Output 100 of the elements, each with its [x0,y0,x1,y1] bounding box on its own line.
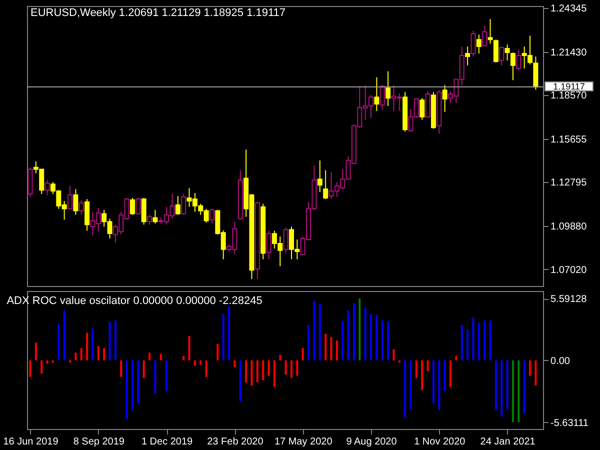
bar [404,360,406,418]
bar [284,360,287,375]
x-tick-label: 23 Feb 2020 [207,436,264,448]
bar [142,360,145,378]
bar [376,315,378,360]
bar [268,360,270,376]
candlestick [78,199,84,216]
bar [92,328,94,360]
x-tick-label: 8 Sep 2019 [73,436,125,448]
bar [86,332,88,360]
bar [308,325,310,360]
bar [114,320,116,360]
bar [330,337,332,360]
candlestick [84,198,90,232]
x-tick-label: 24 Jan 2021 [480,436,536,448]
x-tick-label: 9 Aug 2020 [346,436,398,448]
bar [40,360,43,374]
bar [188,336,190,360]
bar [234,360,236,367]
bar [228,306,230,360]
bar [103,348,106,360]
y-tick-label: 1.18570 [550,90,588,102]
bar [296,360,298,376]
bar [148,352,151,360]
candlestick [374,76,380,112]
x-tick-label: 17 May 2020 [274,436,333,448]
bar [342,322,344,360]
candlestick [130,197,135,216]
bar [216,344,219,360]
candlestick [470,30,476,58]
bar [472,317,474,360]
bar [450,360,452,387]
bar [160,354,162,360]
bar [273,360,276,387]
x-tick-label: 16 Jun 2019 [3,436,59,448]
bar [120,360,122,377]
candlestick [68,186,72,210]
candlestick [476,34,482,54]
bar [256,360,258,382]
candlestick [73,188,78,216]
bar [426,360,429,372]
bar [182,356,185,360]
chart-title: EURUSD,Weekly 1.20691 1.21129 1.18925 1.19117 [30,7,286,20]
bar [97,346,100,360]
bar [137,360,140,404]
candlestick [44,180,50,196]
bar [126,360,128,419]
ref-line-label: 1.19117 [553,81,585,92]
bar [381,320,384,360]
bar [529,360,532,376]
candlestick [465,46,470,66]
y-tick-label: 1.24345 [550,4,588,15]
bar [489,320,492,360]
candlestick [510,52,516,81]
bar [466,329,469,360]
bar [478,322,480,360]
bar [154,360,156,394]
bar [421,360,424,390]
bar [131,360,134,410]
bar [358,298,361,360]
candlestick [482,25,488,48]
bar [245,360,248,382]
bar [387,322,390,360]
candlestick [380,84,385,110]
candlestick [152,209,158,224]
bar [484,320,486,360]
bar [74,352,77,360]
candlestick [442,84,448,112]
y-tick-label: 1.09880 [550,222,588,233]
candlestick [317,160,322,193]
y-tick-label: -5.63111 [550,418,589,429]
bar [250,360,253,386]
bar [34,342,37,360]
bar [506,360,508,409]
bar [290,360,292,378]
bar [194,360,196,366]
bar [494,360,497,410]
candlestick [181,194,186,216]
bar [58,324,60,360]
bar [80,348,82,360]
y-tick-label: 1.12795 [550,178,588,189]
bar [370,314,372,360]
bar [410,360,412,410]
bar [444,360,446,392]
candlestick [266,230,272,260]
bar [336,340,338,360]
bar [432,360,434,404]
bar [324,334,327,360]
y-tick-label: 5.59128 [550,294,588,306]
bar [523,360,526,414]
bar [166,360,168,392]
candlestick [488,18,493,44]
x-tick-label: 1 Dec 2019 [141,436,194,448]
bar [318,304,321,360]
bar [460,325,463,360]
candlestick [386,70,391,106]
bar [352,302,355,360]
bar [415,360,418,378]
bar [222,314,224,360]
candlestick [175,195,180,216]
